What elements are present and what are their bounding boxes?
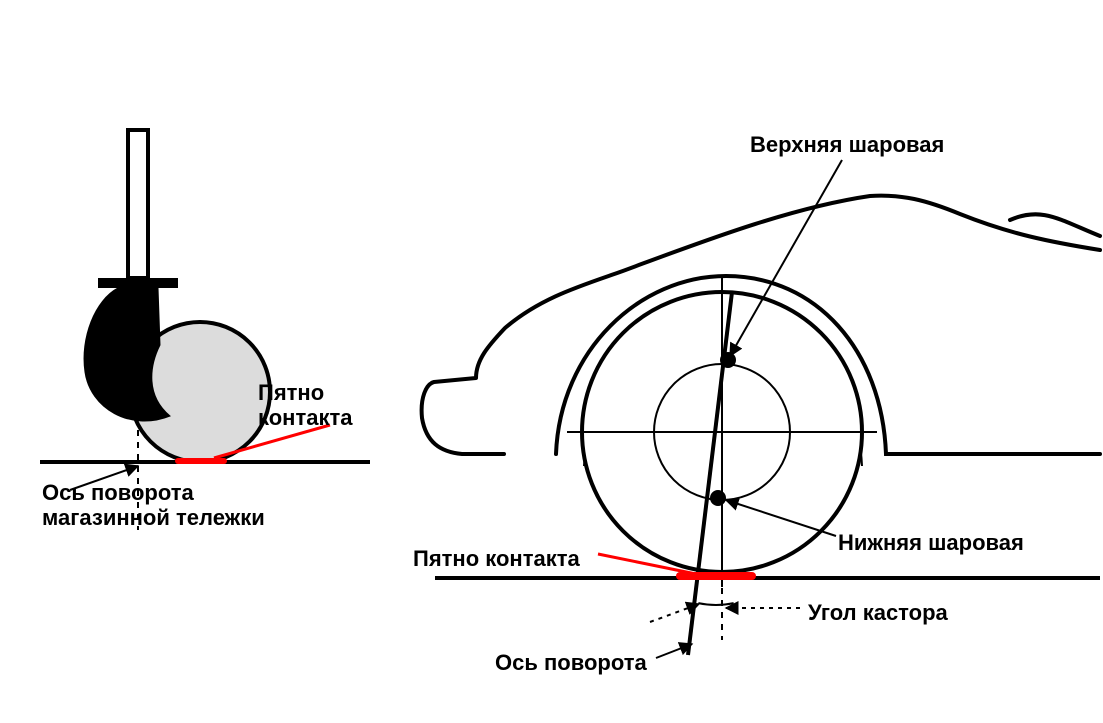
diagram-canvas: Верхняя шаровая Пятно контакта Ось повор… [0,0,1103,723]
label-cart-contact-patch: Пятно контакта [258,380,352,431]
label-lower-ball-joint: Нижняя шаровая [838,530,1024,555]
label-cart-pivot-axis: Ось поворота магазинной тележки [42,480,265,531]
label-caster-angle: Угол кастора [808,600,948,625]
label-car-contact-patch: Пятно контакта [413,546,580,571]
label-steering-axis: Ось поворота [495,650,647,675]
label-upper-ball-joint: Верхняя шаровая [750,132,944,157]
